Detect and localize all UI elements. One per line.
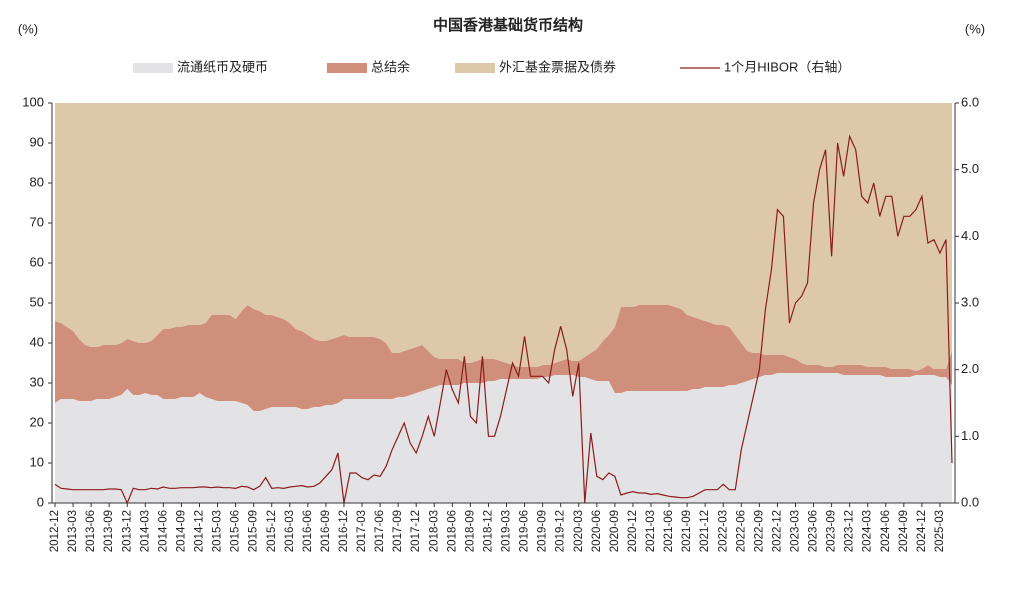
x-tick-label: 2019-06 — [519, 510, 531, 552]
x-tick-label: 2024-06 — [880, 510, 892, 552]
x-tick-label: 2023-12 — [844, 510, 856, 552]
x-tick-label: 2018-12 — [482, 510, 494, 552]
x-tick-label: 2020-09 — [609, 510, 621, 552]
x-tick-label: 2014-12 — [194, 510, 206, 552]
y-tick-label: 60 — [30, 254, 44, 269]
y-tick-label: 20 — [30, 414, 44, 429]
x-tick-label: 2021-09 — [681, 510, 693, 552]
x-tick-label: 2014-09 — [175, 510, 187, 552]
y-tick-label: 0 — [37, 494, 44, 509]
x-tick-label: 2017-09 — [392, 510, 404, 552]
x-tick-label: 2022-03 — [717, 510, 729, 552]
x-tick-label: 2016-06 — [302, 510, 314, 552]
x-tick-label: 2021-06 — [663, 510, 675, 552]
x-tick-label: 2015-09 — [248, 510, 260, 552]
y-tick-label: 10 — [30, 454, 44, 469]
x-tick-label: 2023-06 — [808, 510, 820, 552]
y-tick-label: 80 — [30, 174, 44, 189]
y-tick-label: 30 — [30, 374, 44, 389]
x-tick-label: 2020-03 — [573, 510, 585, 552]
x-tick-label: 2022-06 — [735, 510, 747, 552]
y2-axis-title: (%) — [965, 21, 985, 36]
y-tick-label: 50 — [30, 294, 44, 309]
y2-tick-label: 1.0 — [961, 428, 979, 443]
legend-swatch — [455, 63, 495, 73]
x-tick-label: 2014-06 — [157, 510, 169, 552]
legend-label: 流通纸币及硬币 — [177, 59, 268, 74]
x-tick-label: 2013-12 — [121, 510, 133, 552]
legend-label: 外汇基金票据及债券 — [499, 59, 616, 74]
legend-swatch — [327, 63, 367, 73]
x-tick-label: 2013-06 — [85, 510, 97, 552]
x-tick-label: 2022-12 — [771, 510, 783, 552]
x-tick-label: 2012-12 — [49, 510, 61, 552]
y2-tick-label: 2.0 — [961, 361, 979, 376]
x-tick-label: 2016-03 — [284, 510, 296, 552]
x-tick-label: 2024-12 — [916, 510, 928, 552]
x-tick-label: 2016-09 — [320, 510, 332, 552]
x-tick-label: 2024-09 — [898, 510, 910, 552]
x-tick-label: 2015-06 — [230, 510, 242, 552]
x-tick-label: 2020-06 — [591, 510, 603, 552]
y2-tick-label: 0.0 — [961, 494, 979, 509]
x-tick-label: 2020-12 — [627, 510, 639, 552]
x-tick-label: 2021-03 — [645, 510, 657, 552]
x-tick-label: 2021-12 — [699, 510, 711, 552]
x-tick-label: 2025-03 — [934, 510, 946, 552]
y-tick-label: 90 — [30, 134, 44, 149]
x-tick-label: 2023-03 — [790, 510, 802, 552]
legend-label: 总结余 — [371, 59, 410, 74]
area — [55, 103, 952, 371]
legend-swatch — [133, 63, 173, 73]
y-tick-label: 40 — [30, 334, 44, 349]
x-tick-label: 2018-03 — [428, 510, 440, 552]
x-tick-label: 2016-12 — [338, 510, 350, 552]
y2-tick-label: 4.0 — [961, 228, 979, 243]
x-tick-label: 2017-06 — [374, 510, 386, 552]
y2-tick-label: 5.0 — [961, 161, 979, 176]
x-tick-label: 2018-06 — [446, 510, 458, 552]
legend-label: 1个月HIBOR（右轴） — [724, 59, 850, 74]
x-tick-label: 2015-12 — [266, 510, 278, 552]
x-tick-label: 2015-03 — [212, 510, 224, 552]
x-tick-label: 2019-12 — [555, 510, 567, 552]
x-tick-label: 2017-03 — [356, 510, 368, 552]
x-tick-label: 2019-03 — [501, 510, 513, 552]
y-axis-title: (%) — [18, 21, 38, 36]
x-tick-label: 2023-09 — [826, 510, 838, 552]
x-tick-label: 2014-03 — [139, 510, 151, 552]
x-tick-label: 2017-12 — [410, 510, 422, 552]
x-tick-label: 2019-09 — [537, 510, 549, 552]
y2-tick-label: 6.0 — [961, 94, 979, 109]
line — [54, 134, 953, 505]
area — [55, 305, 952, 411]
x-tick-label: 2022-09 — [753, 510, 765, 552]
y2-tick-label: 3.0 — [961, 294, 979, 309]
y-tick-label: 100 — [22, 94, 44, 109]
chart-title: 中国香港基础货币结构 — [433, 16, 583, 34]
y-tick-label: 70 — [30, 214, 44, 229]
x-tick-label: 2024-03 — [862, 510, 874, 552]
area — [55, 373, 952, 503]
x-tick-label: 2018-09 — [464, 510, 476, 552]
x-tick-label: 2013-03 — [67, 510, 79, 552]
x-tick-label: 2013-09 — [103, 510, 115, 552]
